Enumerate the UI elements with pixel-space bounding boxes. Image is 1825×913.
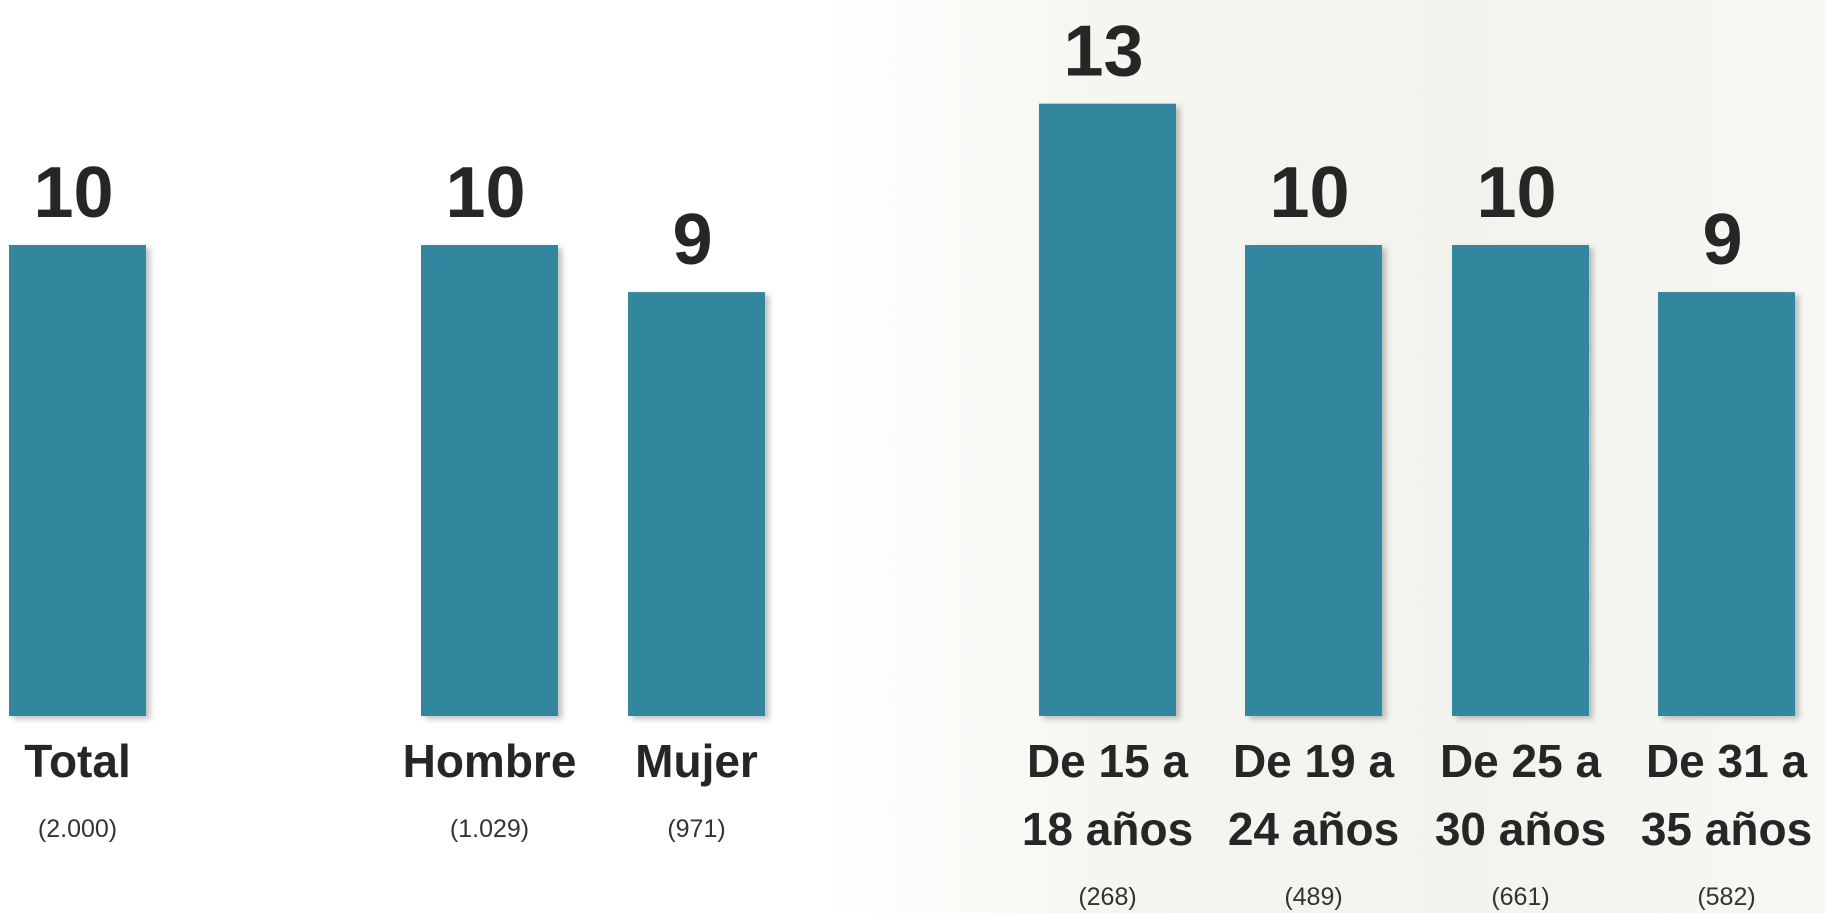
category-group: De 31 a 35 años (582) xyxy=(1624,727,1825,912)
bar xyxy=(9,245,146,716)
x-tick-label: De 31 a 35 años xyxy=(1640,735,1813,855)
sample-size: (971) xyxy=(667,815,726,843)
category-group: Mujer (971) xyxy=(594,727,800,844)
category-group: De 15 a 18 años (268) xyxy=(1005,727,1211,912)
sample-size: (661) xyxy=(1491,883,1550,911)
sample-size: (1.029) xyxy=(449,815,530,843)
sample-size: (582) xyxy=(1697,883,1756,911)
value-label: 9 xyxy=(1702,200,1742,280)
sample-size: (268) xyxy=(1078,883,1137,911)
category-group: Total (2.000) xyxy=(0,727,181,844)
value-label: 10 xyxy=(1269,153,1349,233)
x-tick-label: Mujer xyxy=(635,735,758,787)
category-group: De 19 a 24 años (489) xyxy=(1211,727,1417,912)
x-tick-label: Hombre xyxy=(402,735,577,787)
bar xyxy=(421,245,558,716)
x-tick-label: De 25 a 30 años xyxy=(1434,735,1607,855)
value-label: 9 xyxy=(672,200,712,280)
bar xyxy=(1452,245,1589,716)
value-label: 10 xyxy=(1476,153,1556,233)
bar xyxy=(1658,292,1795,716)
sample-size: (2.000) xyxy=(37,815,118,843)
bar xyxy=(628,292,765,716)
category-group: Hombre (1.029) xyxy=(387,727,593,844)
category-group: De 25 a 30 años (661) xyxy=(1418,727,1624,912)
bar xyxy=(1245,245,1382,716)
bar xyxy=(1039,103,1176,716)
value-label: 10 xyxy=(445,153,525,233)
value-label: 13 xyxy=(1063,12,1143,92)
x-tick-label: Total xyxy=(24,735,131,787)
sample-size: (489) xyxy=(1284,883,1343,911)
x-tick-label: De 19 a 24 años xyxy=(1227,735,1400,855)
x-tick-label: De 15 a 18 años xyxy=(1021,735,1194,855)
value-label: 10 xyxy=(33,153,113,233)
